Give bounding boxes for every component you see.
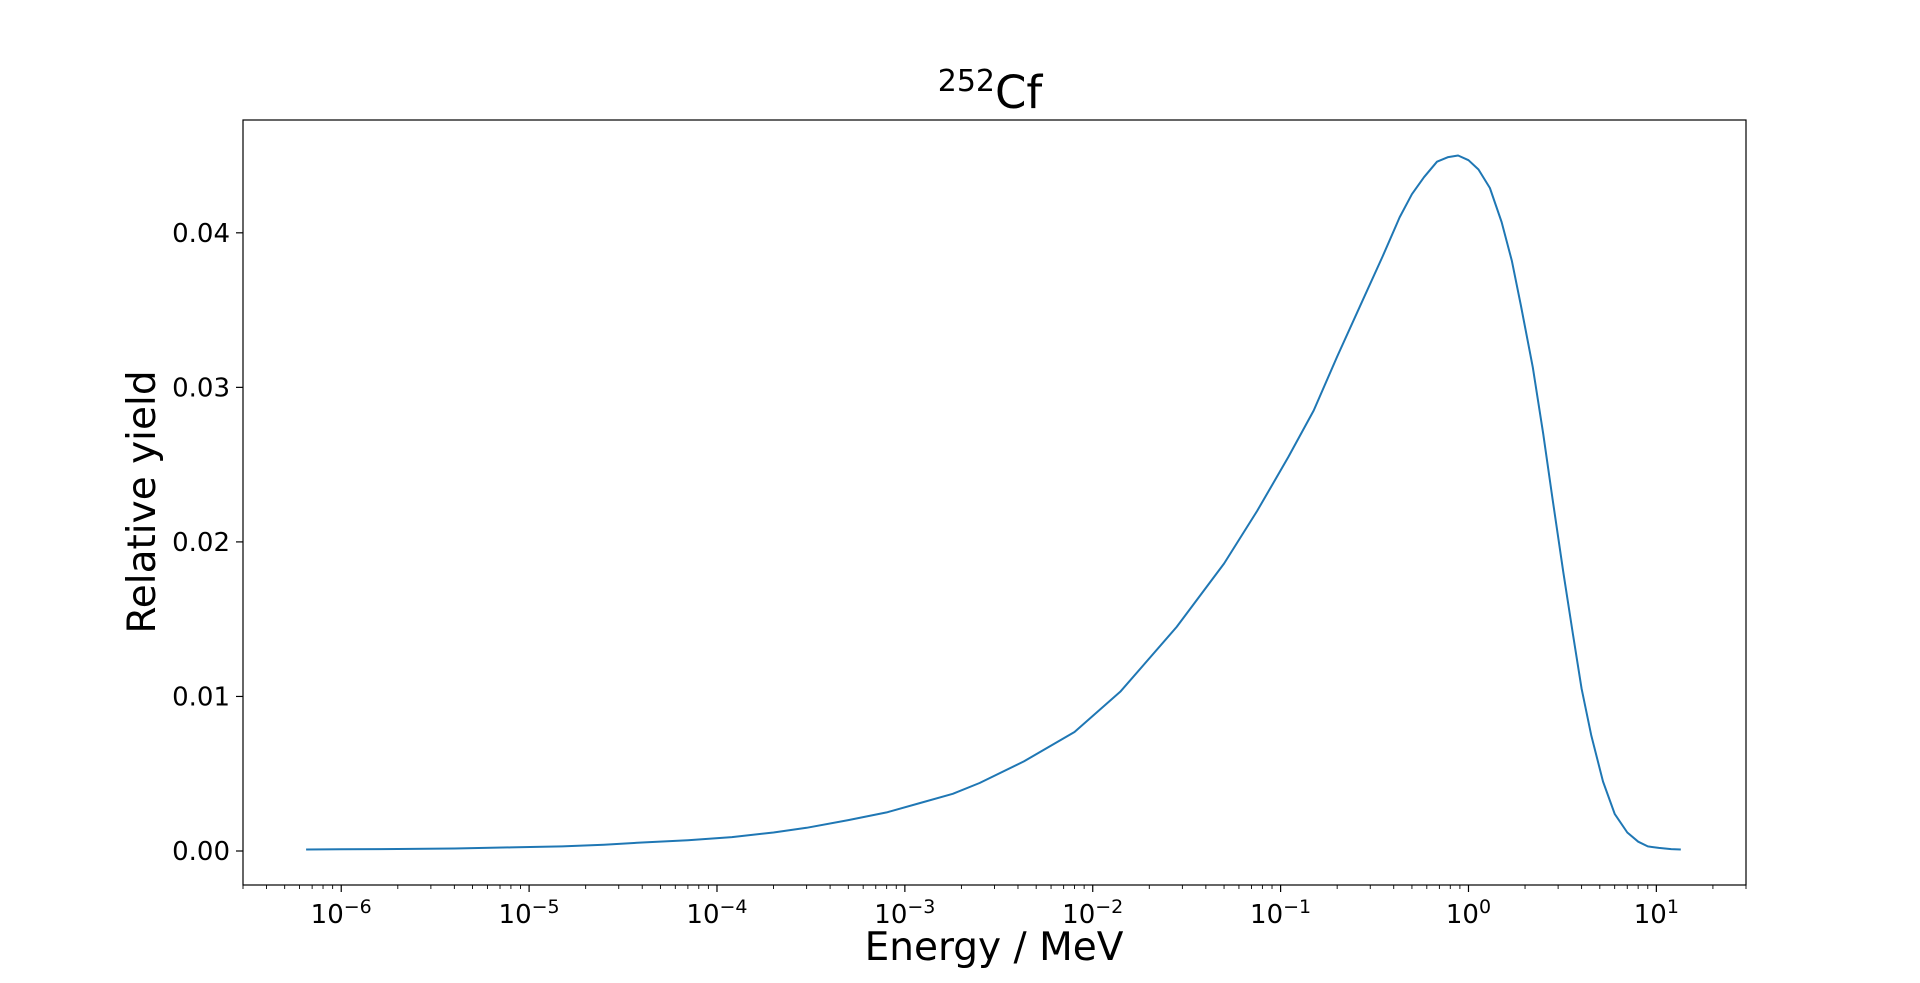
x-tick-label: 10−6: [311, 896, 372, 930]
x-tick-label: 10−1: [1250, 896, 1311, 930]
y-tick-label: 0.02: [172, 528, 230, 558]
x-tick-label: 101: [1634, 896, 1679, 930]
y-axis-title: Relative yield: [120, 370, 165, 633]
series-layer: [306, 154, 1681, 851]
x-tick-label: 10−3: [874, 896, 935, 930]
x-tick-label: 10−4: [686, 896, 747, 930]
y-tick-label: 0.00: [172, 837, 230, 867]
x-tick-label: 10−5: [499, 896, 560, 930]
series-line: [306, 154, 1681, 851]
y-tick-label: 0.03: [172, 373, 230, 403]
x-tick-label: 100: [1446, 896, 1491, 930]
x-axis: 10−6 10−5 10−4 10−3 10−2 10−1 100 101: [242, 885, 1747, 930]
chart-title-text: Cf: [995, 66, 1043, 119]
y-tick-label: 0.01: [172, 682, 230, 712]
y-axis: 0.00 0.01 0.02 0.03 0.04: [172, 219, 243, 867]
chart-title: 252Cf: [938, 64, 1044, 120]
x-tick-label: 10−2: [1062, 896, 1123, 930]
y-tick-label: 0.04: [172, 219, 230, 249]
x-axis-title: Energy / MeV: [865, 925, 1124, 970]
chart-title-superscript: 252: [938, 64, 995, 99]
axes-frame: [242, 119, 1747, 886]
plot-area: [242, 119, 1747, 886]
